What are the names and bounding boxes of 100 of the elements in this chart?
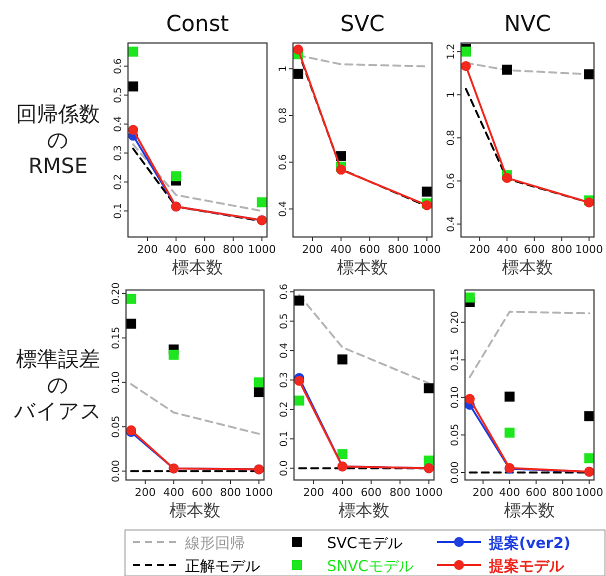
x-axis-title: 標本数 xyxy=(338,501,390,521)
y-tick-label: 0.1 xyxy=(113,202,124,219)
point xyxy=(337,354,348,364)
point xyxy=(502,64,512,75)
x-tick-label: 800 xyxy=(220,486,241,499)
point xyxy=(126,294,136,304)
point xyxy=(254,387,264,398)
x-tick-label: 1000 xyxy=(244,486,273,499)
x-tick-label: 800 xyxy=(390,486,411,499)
x-tick-label: 200 xyxy=(303,486,324,499)
point xyxy=(171,171,182,182)
legend-label: 提案(ver2) xyxy=(488,534,570,552)
x-tick-label: 600 xyxy=(192,486,213,499)
y-tick-label: 1.2 xyxy=(446,44,457,60)
point xyxy=(424,383,434,394)
y-tick-label: 0.10 xyxy=(111,371,122,394)
x-tick-label: 800 xyxy=(552,486,574,499)
y-tick-label: 0.00 xyxy=(111,460,122,482)
point xyxy=(293,44,304,55)
y-tick-label: 0.4 xyxy=(113,116,124,132)
point xyxy=(461,61,471,72)
x-axis-title: 標本数 xyxy=(502,258,553,278)
y-tick-label: 0.3 xyxy=(113,145,124,161)
point xyxy=(461,46,471,57)
y-tick-label: 0.5 xyxy=(279,313,290,330)
point xyxy=(126,318,136,329)
y-tick-label: 0.15 xyxy=(450,348,461,371)
point xyxy=(293,68,304,79)
y-tick-label: 0.15 xyxy=(111,326,122,350)
y-tick-label: 0.8 xyxy=(278,108,289,124)
legend-label: SNVCモデル xyxy=(327,557,414,575)
x-axis-title: 標本数 xyxy=(172,258,223,278)
chart-title: Const xyxy=(166,12,230,37)
legend-label: 線形回帰 xyxy=(184,534,245,552)
y-tick-label: 0.00 xyxy=(450,461,461,484)
x-tick-label: 1000 xyxy=(575,486,604,499)
y-tick-label: 0.6 xyxy=(279,284,290,300)
point xyxy=(584,411,594,422)
y-axis-title: 回帰係数のRMSE xyxy=(16,102,100,178)
point xyxy=(168,350,179,360)
point xyxy=(256,197,267,208)
x-tick-label: 400 xyxy=(499,486,520,499)
point xyxy=(584,69,594,80)
x-tick-label: 800 xyxy=(551,243,572,256)
x-tick-label: 400 xyxy=(163,486,184,499)
y-tick-label: 0.4 xyxy=(278,201,289,217)
y-tick-label: 0.3 xyxy=(279,372,290,388)
point xyxy=(336,164,346,175)
y-tick-label: 1 xyxy=(446,92,457,98)
x-tick-label: 400 xyxy=(330,243,352,256)
point xyxy=(294,376,304,386)
y-tick-label: 0.1 xyxy=(279,430,290,447)
x-tick-label: 800 xyxy=(222,243,244,256)
point xyxy=(584,453,594,464)
x-tick-label: 600 xyxy=(194,243,216,256)
y-tick-label: 0.10 xyxy=(450,386,461,409)
x-tick-label: 600 xyxy=(524,243,545,256)
y-tick-label: 0.4 xyxy=(446,216,457,232)
x-tick-label: 800 xyxy=(388,243,409,256)
x-axis-title: 標本数 xyxy=(504,501,555,521)
point xyxy=(128,124,138,135)
x-tick-label: 400 xyxy=(496,243,518,256)
point xyxy=(337,449,348,460)
point xyxy=(422,186,432,197)
x-tick-label: 1000 xyxy=(248,243,276,256)
y-tick-label: 0.05 xyxy=(450,424,461,446)
x-tick-label: 200 xyxy=(302,243,323,256)
x-tick-label: 600 xyxy=(526,486,547,499)
point xyxy=(465,292,475,303)
x-axis-title: 標本数 xyxy=(337,258,388,278)
point xyxy=(128,81,138,92)
chart-title: SVC xyxy=(340,12,385,37)
y-tick-label: 0.6 xyxy=(278,154,289,170)
x-tick-label: 400 xyxy=(332,486,353,499)
y-tick-label: 0.4 xyxy=(279,342,290,359)
x-tick-label: 1000 xyxy=(412,243,441,256)
y-tick-label: 0.5 xyxy=(113,87,124,104)
point xyxy=(128,46,138,57)
x-tick-label: 400 xyxy=(166,243,187,256)
y-tick-label: 0.20 xyxy=(450,311,461,334)
chart-title: NVC xyxy=(504,12,551,37)
point xyxy=(504,428,515,438)
y-tick-label: 0.20 xyxy=(111,282,122,305)
point xyxy=(584,198,594,208)
y-tick-label: 0.0 xyxy=(279,460,290,476)
point xyxy=(465,394,475,404)
y-tick-label: 0.6 xyxy=(113,58,124,74)
y-tick-label: 0.6 xyxy=(446,173,457,189)
x-tick-label: 600 xyxy=(359,243,380,256)
y-tick-label: 1 xyxy=(278,66,289,72)
legend-label: SVCモデル xyxy=(327,534,402,552)
point xyxy=(254,377,264,388)
y-axis-title: 標準誤差のバイアス xyxy=(13,347,102,423)
point xyxy=(504,392,515,402)
point xyxy=(294,296,304,306)
y-tick-label: 0.2 xyxy=(279,401,290,418)
y-tick-label: 0.05 xyxy=(111,416,122,438)
x-tick-label: 200 xyxy=(134,486,156,499)
y-tick-label: 0.2 xyxy=(113,174,124,190)
point xyxy=(502,172,512,183)
